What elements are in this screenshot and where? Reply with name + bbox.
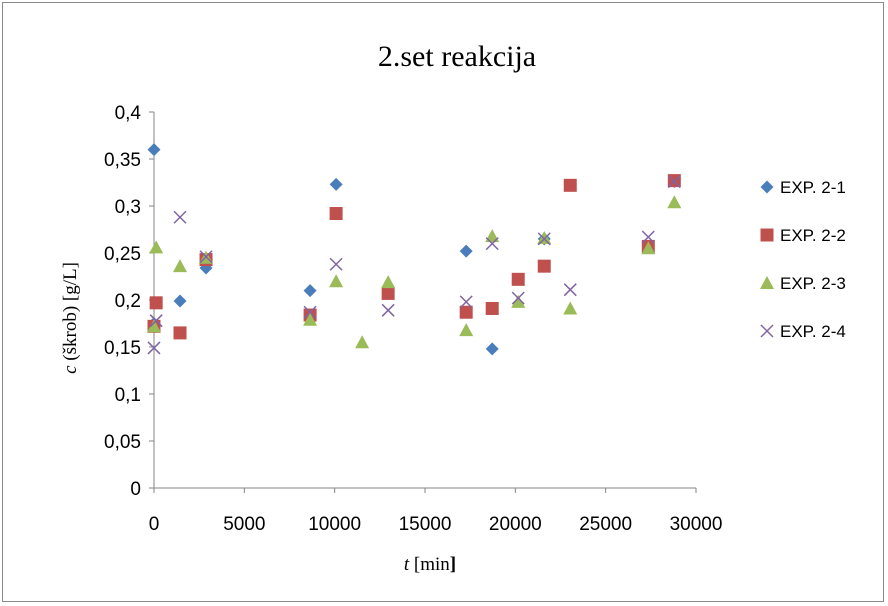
data-point (173, 259, 188, 273)
data-points (147, 143, 682, 356)
data-point (641, 230, 655, 244)
data-point (511, 272, 525, 286)
y-tick-label: 0,15 (104, 338, 141, 359)
legend-marker (760, 180, 774, 194)
chart-title: 2.set reakcija (378, 40, 536, 73)
x-axis-unit: [min (409, 554, 450, 575)
data-point (329, 207, 343, 221)
y-tick-label: 0,05 (104, 432, 141, 453)
data-point (199, 250, 213, 264)
data-point (537, 232, 551, 246)
data-point (563, 301, 578, 315)
y-axis-ticks: 0 0,05 0,1 0,15 0,2 0,25 0,3 0,35 0,4 (104, 103, 154, 500)
legend-label: EXP. 2-3 (780, 274, 846, 293)
x-tick-label: 10000 (308, 514, 361, 535)
x-axis-bracket: ] (450, 554, 456, 575)
y-axis-unit: (škrob) [g/L] (60, 262, 81, 365)
x-axis-ticks: 0 5000 10000 15000 20000 25000 30000 (149, 488, 723, 535)
data-point (485, 342, 499, 356)
legend-label: EXP. 2-4 (780, 322, 846, 341)
y-tick-label: 0,2 (115, 291, 141, 312)
data-point (303, 312, 318, 326)
data-point (329, 177, 343, 191)
legend-label: EXP. 2-1 (780, 178, 846, 197)
x-tick-label: 5000 (223, 514, 265, 535)
y-axis-label: c (škrob) [g/L] (60, 262, 81, 374)
data-point (667, 175, 681, 189)
data-point (537, 230, 552, 244)
data-point (641, 241, 656, 255)
data-point (147, 319, 161, 333)
data-point (485, 301, 499, 315)
data-point (381, 303, 395, 317)
data-point (173, 210, 187, 224)
data-point (459, 305, 473, 319)
data-point (355, 335, 370, 349)
y-tick-label: 0,25 (104, 244, 141, 265)
legend-marker (760, 276, 774, 289)
data-point (149, 314, 163, 328)
legend-marker (760, 228, 774, 242)
data-point (563, 283, 577, 297)
data-point (381, 275, 396, 289)
x-tick-label: 0 (149, 514, 160, 535)
data-point (459, 244, 473, 258)
legend: EXP. 2-1 EXP. 2-2 EXP. 2-3 EXP. 2-4 (760, 178, 846, 341)
y-tick-label: 0 (130, 479, 141, 500)
data-point (485, 237, 499, 251)
data-point (459, 323, 474, 337)
y-tick-label: 0,35 (104, 150, 141, 171)
data-point (537, 259, 551, 273)
legend-label: EXP. 2-2 (780, 226, 846, 245)
data-point (511, 291, 525, 305)
data-point (563, 178, 577, 192)
x-tick-label: 30000 (670, 514, 723, 535)
data-point (381, 286, 395, 300)
data-point (173, 326, 187, 340)
data-point (485, 229, 500, 243)
y-axis-variable: c (60, 365, 81, 374)
x-tick-label: 20000 (489, 514, 542, 535)
x-tick-label: 15000 (399, 514, 452, 535)
data-point (147, 143, 161, 157)
data-point (149, 296, 163, 310)
data-point (147, 341, 161, 355)
data-point (459, 295, 473, 309)
data-point (173, 294, 187, 308)
legend-marker (760, 324, 774, 338)
x-axis-label: t [min] (404, 554, 456, 575)
data-point (511, 294, 526, 308)
data-point (329, 257, 343, 271)
x-axis-variable: t (404, 554, 410, 575)
x-tick-label: 25000 (579, 514, 632, 535)
data-point (329, 274, 344, 288)
data-point (303, 305, 317, 319)
data-point (667, 195, 682, 209)
y-tick-label: 0,3 (115, 197, 141, 218)
data-point (149, 240, 164, 254)
y-tick-label: 0,1 (115, 385, 141, 406)
y-tick-label: 0,4 (115, 103, 142, 124)
data-point (303, 284, 317, 298)
